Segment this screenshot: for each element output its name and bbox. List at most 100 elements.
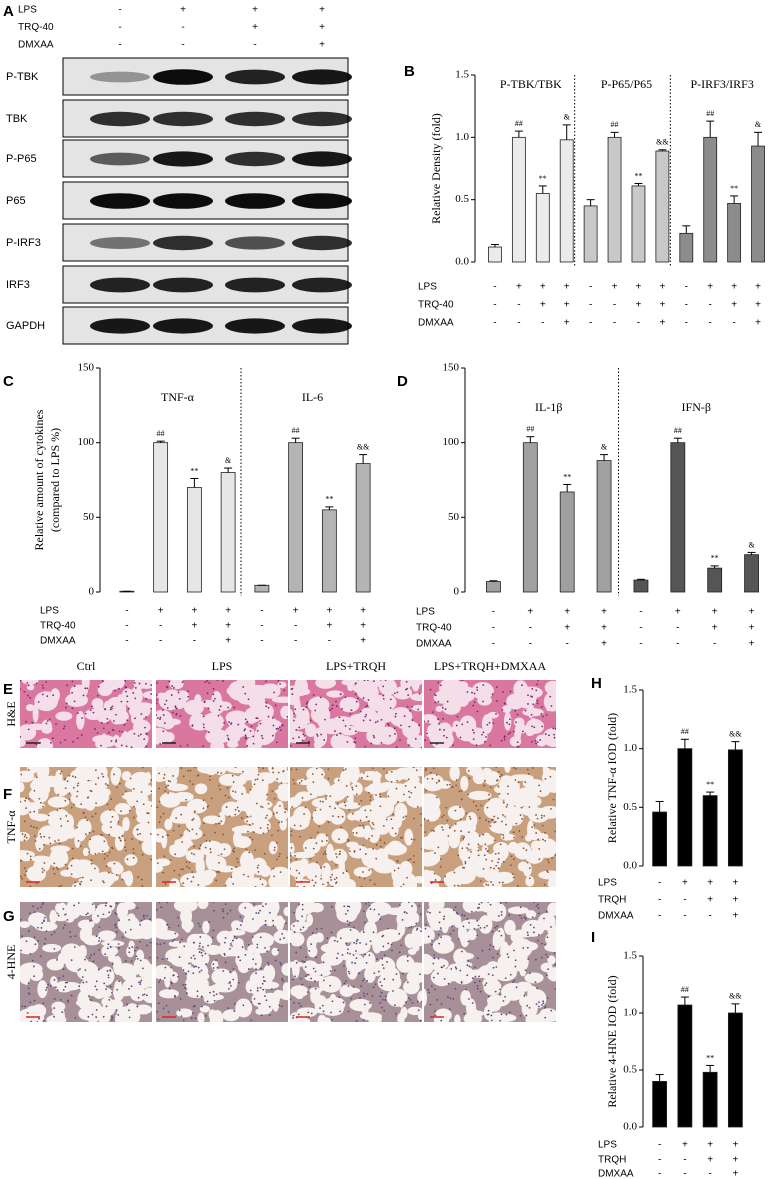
nucleus <box>381 1006 383 1009</box>
nucleus <box>465 988 467 991</box>
nucleus <box>190 880 193 883</box>
alveolus <box>202 815 221 824</box>
nucleus <box>554 963 556 966</box>
nucleus <box>392 978 395 981</box>
nucleus <box>109 985 112 988</box>
nucleus <box>359 824 361 827</box>
nucleus <box>432 767 435 770</box>
nucleus <box>473 928 476 930</box>
nucleus <box>390 818 393 821</box>
nucleus <box>547 871 549 874</box>
nucleus <box>311 932 314 934</box>
nucleus <box>190 852 193 855</box>
nucleus <box>88 995 90 997</box>
nucleus <box>339 852 341 855</box>
nucleus <box>271 834 273 837</box>
nucleus <box>552 798 555 801</box>
alveolus <box>515 981 533 992</box>
nucleus <box>486 806 489 809</box>
nucleus <box>105 1005 108 1008</box>
nucleus <box>167 792 170 795</box>
nucleus <box>226 787 229 789</box>
nucleus <box>115 913 118 916</box>
blot-band <box>153 151 213 167</box>
alveolus <box>77 990 90 1009</box>
nucleus <box>66 981 69 984</box>
alveolus <box>318 1016 332 1022</box>
nucleus <box>250 725 253 728</box>
nucleus <box>466 721 469 724</box>
y-tick-label: 1.0 <box>623 742 637 754</box>
nucleus <box>471 691 473 694</box>
alveolus <box>121 967 137 982</box>
nucleus <box>517 745 520 748</box>
nucleus <box>261 806 264 809</box>
nucleus <box>171 940 174 943</box>
nucleus <box>500 1013 503 1016</box>
nucleus <box>493 815 496 818</box>
nucleus <box>257 912 260 914</box>
nucleus <box>294 854 296 857</box>
nucleus <box>527 958 530 960</box>
nucleus <box>462 925 465 928</box>
nucleus <box>495 767 498 769</box>
nucleus <box>331 707 333 710</box>
nucleus <box>110 846 113 849</box>
nucleus <box>390 781 393 783</box>
nucleus <box>512 858 515 861</box>
nucleus <box>362 910 365 913</box>
nucleus <box>516 713 519 716</box>
nucleus <box>448 1008 451 1011</box>
nucleus <box>424 818 426 820</box>
nucleus <box>431 985 433 988</box>
nucleus <box>174 705 177 708</box>
nucleus <box>455 784 458 787</box>
nucleus <box>199 844 202 847</box>
alveolus <box>111 863 124 875</box>
nucleus <box>142 994 144 996</box>
nucleus <box>359 819 362 822</box>
alveolus <box>185 813 201 832</box>
nucleus <box>347 1010 350 1013</box>
nucleus <box>335 864 337 866</box>
nucleus <box>24 799 27 802</box>
nucleus <box>136 946 139 949</box>
nucleus <box>478 835 481 837</box>
nucleus <box>322 961 325 964</box>
nucleus <box>335 856 338 858</box>
significance: && <box>357 442 370 451</box>
nucleus <box>259 986 262 989</box>
nucleus <box>546 859 549 861</box>
alveolus <box>136 680 152 689</box>
nucleus <box>102 880 104 883</box>
nucleus <box>330 931 333 934</box>
nucleus <box>515 822 518 825</box>
nucleus <box>379 995 382 998</box>
nucleus <box>228 721 230 724</box>
alveolus <box>482 861 499 882</box>
bar <box>153 442 169 593</box>
nucleus <box>312 967 315 970</box>
nucleus <box>438 722 440 725</box>
nucleus <box>380 718 383 721</box>
nucleus <box>68 774 71 777</box>
nucleus <box>520 806 523 809</box>
alveolus <box>407 775 420 784</box>
nucleus <box>358 876 361 878</box>
nucleus <box>449 932 452 935</box>
nucleus <box>286 856 288 859</box>
nucleus <box>70 806 73 809</box>
nucleus <box>104 783 107 785</box>
nucleus <box>302 926 305 929</box>
nucleus <box>98 937 101 939</box>
nucleus <box>103 857 106 860</box>
bar <box>535 193 550 263</box>
nucleus <box>279 938 282 941</box>
condition-sign: - <box>294 636 297 647</box>
bar <box>707 567 723 593</box>
condition-sign: + <box>180 5 186 16</box>
blot-band <box>90 193 150 209</box>
row-label: TNF-α <box>4 810 18 844</box>
alveolus <box>333 777 342 785</box>
row-label: P-TBK <box>6 71 39 83</box>
